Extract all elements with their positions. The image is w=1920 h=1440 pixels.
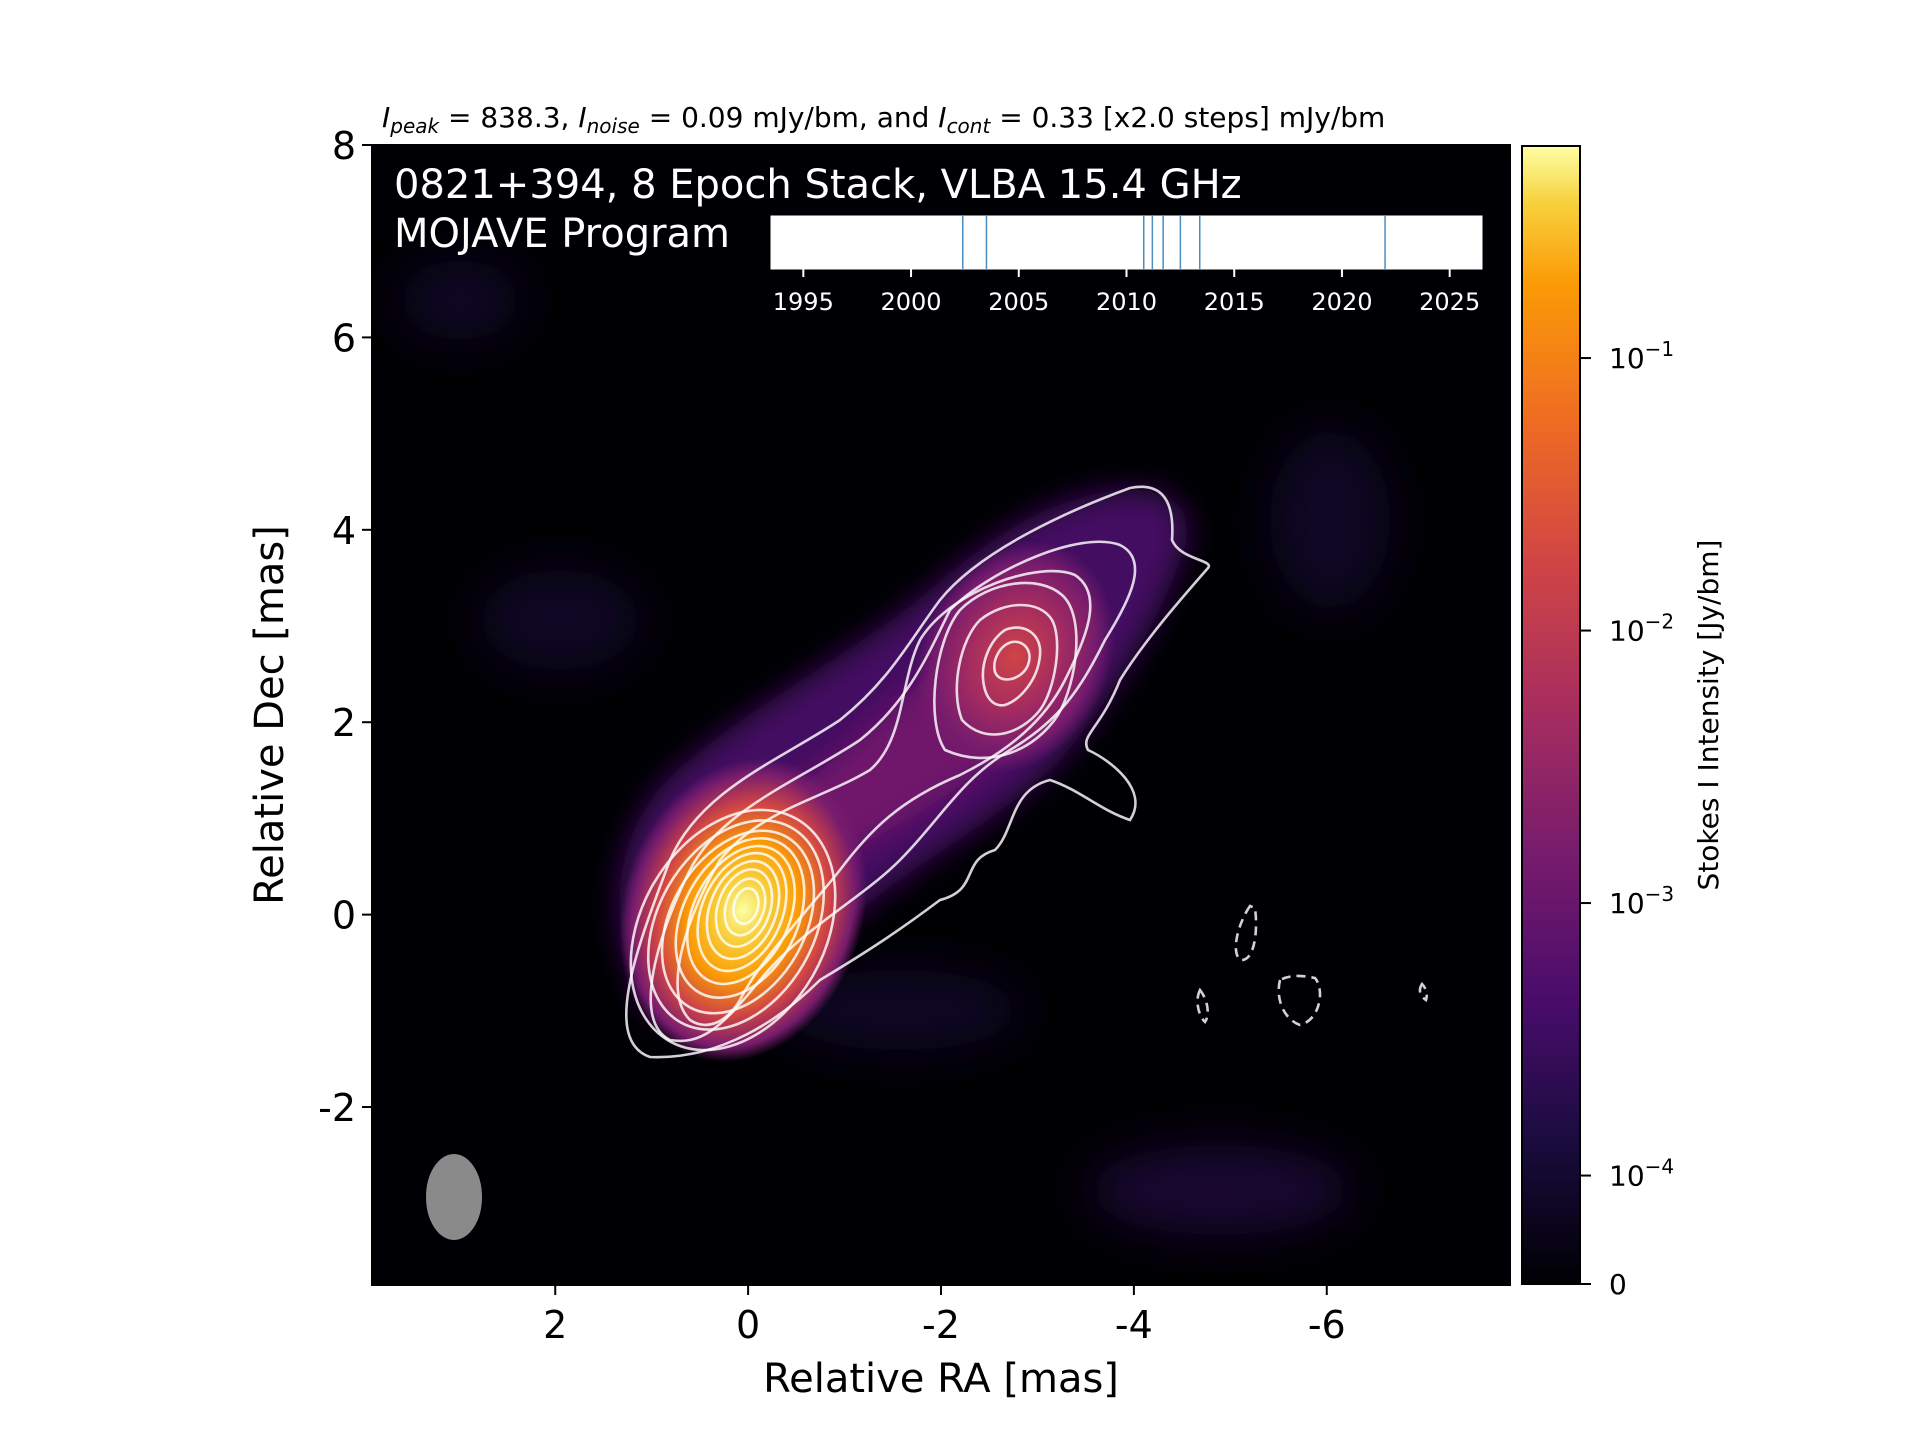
header-stats: Ipeak = 838.3, Inoise = 0.09 mJy/bm, and… bbox=[382, 101, 1385, 138]
y-tick-label: 8 bbox=[332, 124, 356, 168]
core-contours bbox=[629, 808, 837, 1052]
contour-knot-1 bbox=[933, 581, 1078, 760]
timeline-tick-label: 1995 bbox=[773, 288, 834, 316]
x-tick-label: -4 bbox=[1115, 1303, 1153, 1347]
negative-contours bbox=[1196, 904, 1429, 1027]
y-tick-label: 4 bbox=[332, 509, 356, 553]
x-tick-label: 0 bbox=[736, 1303, 760, 1347]
x-axis: 2 0 -2 -4 -6 bbox=[543, 1285, 1346, 1347]
x-tick-label: -6 bbox=[1308, 1303, 1346, 1347]
restoring-beam bbox=[426, 1154, 482, 1240]
colorbar-tick-label: 10−3 bbox=[1609, 882, 1674, 920]
colorbar-tick-label: 10−1 bbox=[1609, 337, 1674, 375]
epoch-timeline-box bbox=[770, 215, 1483, 270]
x-tick-label: 2 bbox=[543, 1303, 567, 1347]
core-component bbox=[619, 757, 867, 1063]
y-tick-label: -2 bbox=[318, 1086, 356, 1130]
colorbar-tick-label: 0 bbox=[1609, 1268, 1627, 1301]
contour-jet-1 bbox=[649, 540, 1137, 1043]
timeline-tick-label: 2015 bbox=[1204, 288, 1265, 316]
colorbar: 10−1 10−2 10−3 10−4 0 Stokes I Intensity [Jy… bbox=[1521, 145, 1725, 1301]
timeline-tick-label: 2010 bbox=[1096, 288, 1157, 316]
contours bbox=[625, 485, 1429, 1059]
colorbar-gradient bbox=[1521, 145, 1581, 1285]
timeline-tick-label: 2005 bbox=[988, 288, 1049, 316]
timeline-tick-label: 2000 bbox=[881, 288, 942, 316]
y-axis: 8 6 4 2 0 -2 bbox=[318, 124, 372, 1130]
x-axis-label: Relative RA [mas] bbox=[763, 1356, 1119, 1402]
contour-outer bbox=[625, 485, 1211, 1059]
timeline-tick-label: 2025 bbox=[1419, 288, 1480, 316]
contour-knot-3 bbox=[981, 626, 1042, 707]
epoch-timeline: 1995 2000 2005 2010 2015 2020 2025 bbox=[770, 215, 1483, 316]
x-tick-label: -2 bbox=[922, 1303, 960, 1347]
y-tick-label: 2 bbox=[332, 701, 356, 745]
colorbar-tick-label: 10−2 bbox=[1609, 610, 1674, 648]
timeline-tick-label: 2020 bbox=[1311, 288, 1372, 316]
colorbar-tick-label: 10−4 bbox=[1609, 1155, 1674, 1193]
contour-knot-4 bbox=[993, 640, 1031, 681]
image-panel: 0821+394, 8 Epoch Stack, VLBA 15.4 GHz M… bbox=[371, 144, 1511, 1286]
y-tick-label: 6 bbox=[332, 316, 356, 360]
image-title-line2: MOJAVE Program bbox=[394, 211, 730, 257]
image-title-line1: 0821+394, 8 Epoch Stack, VLBA 15.4 GHz bbox=[394, 162, 1242, 208]
y-axis-label: Relative Dec [mas] bbox=[247, 525, 293, 905]
y-tick-label: 0 bbox=[332, 894, 356, 938]
colorbar-label: Stokes I Intensity [Jy/bm] bbox=[1692, 540, 1725, 891]
contour-knot-2 bbox=[955, 603, 1059, 736]
